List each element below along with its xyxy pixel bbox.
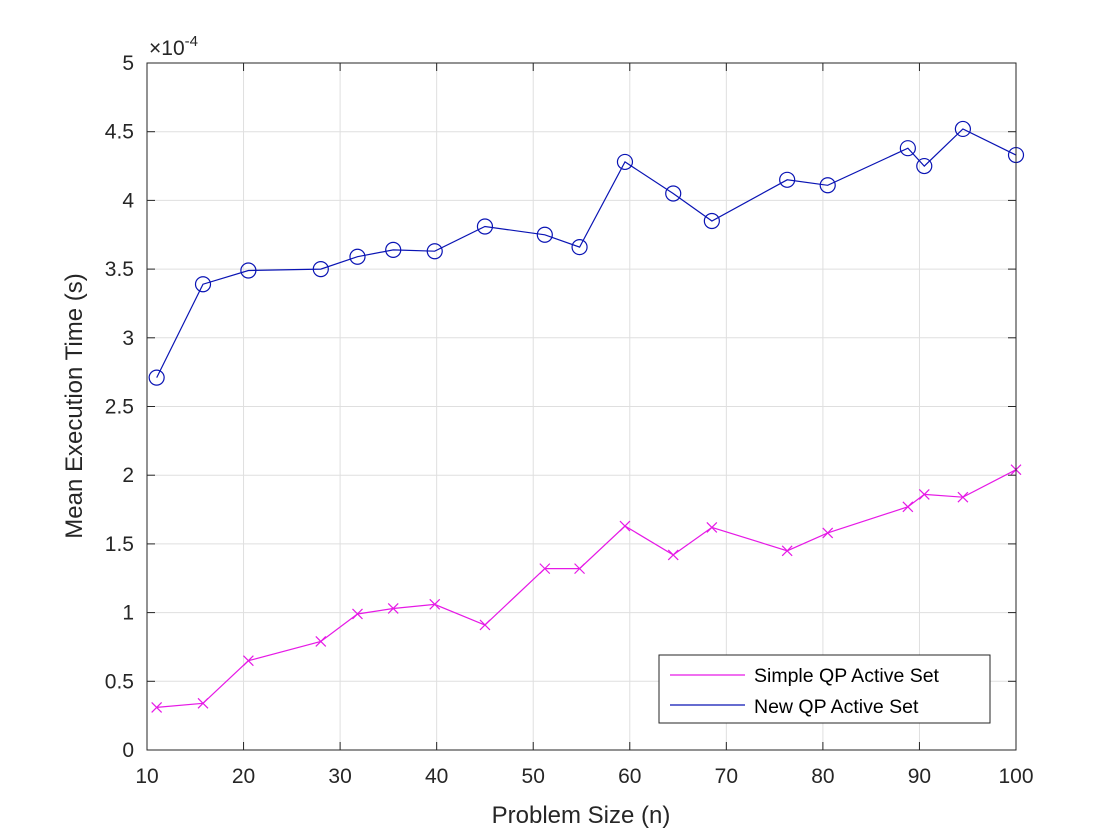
data-point-simple-qp: [429, 598, 441, 610]
x-tick-label: 10: [135, 765, 158, 788]
data-point-simple-qp: [315, 636, 327, 647]
x-tick-label: 40: [425, 765, 448, 788]
data-point-simple-qp: [352, 608, 363, 620]
x-tick-label: 30: [328, 765, 351, 788]
data-point-new-qp: [426, 243, 443, 260]
data-point-new-qp: [916, 157, 933, 175]
series-layer: [148, 120, 1025, 713]
legend-label-simple-qp: Simple QP Active Set: [754, 665, 940, 687]
data-point-new-qp: [665, 185, 682, 202]
data-point-simple-qp: [781, 545, 793, 557]
data-point-simple-qp: [479, 619, 491, 631]
data-point-new-qp: [616, 153, 634, 171]
x-tick-label: 60: [618, 765, 641, 788]
data-point-new-qp: [703, 212, 720, 230]
data-point-simple-qp: [822, 527, 834, 539]
y-tick-label: 3: [122, 327, 134, 350]
y-tick-label: 3.5: [105, 258, 134, 281]
data-point-new-qp: [536, 226, 553, 243]
x-tick-label: 80: [811, 765, 834, 788]
data-point-new-qp: [899, 140, 916, 157]
data-point-new-qp: [571, 239, 588, 256]
y-tick-label: 1: [122, 602, 134, 625]
y-tick-label: 2: [122, 464, 134, 487]
x-axis-label: Problem Size (n): [492, 802, 671, 829]
y-axis-exponent-base: ×10: [149, 37, 185, 60]
data-point-new-qp: [954, 120, 971, 138]
y-tick-label: 1.5: [105, 533, 134, 556]
data-point-new-qp: [148, 369, 165, 386]
x-tick-label: 100: [998, 765, 1033, 788]
y-axis-label: Mean Execution Time (s): [61, 273, 88, 538]
y-axis-exponent: ×10-4: [149, 33, 198, 60]
data-point-simple-qp: [667, 549, 679, 561]
y-tick-label: 0: [122, 739, 134, 762]
data-point-simple-qp: [902, 501, 914, 513]
y-tick-label: 5: [122, 52, 134, 75]
data-point-new-qp: [240, 262, 257, 279]
x-tick-label: 70: [715, 765, 738, 788]
data-point-simple-qp: [387, 603, 399, 614]
data-point-simple-qp: [574, 563, 585, 575]
y-tick-label: 4.5: [105, 121, 134, 144]
data-point-simple-qp: [706, 521, 718, 533]
x-tick-label: 20: [232, 765, 255, 788]
x-tick-label: 50: [522, 765, 545, 788]
data-point-simple-qp: [539, 563, 551, 575]
legend-box: [658, 654, 991, 724]
data-point-new-qp: [349, 248, 366, 265]
data-point-new-qp: [312, 261, 329, 278]
y-tick-label: 2.5: [105, 396, 134, 419]
y-tick-label: 4: [122, 189, 134, 212]
y-tick-labels: 0 0.5 1 1.5 2 2.5 3 3.5 4 4.5 5: [105, 52, 135, 762]
y-axis-exponent-power: -4: [185, 33, 198, 50]
data-point-simple-qp: [197, 697, 209, 709]
axis-ticks: [146, 62, 1017, 751]
series-line-new-qp: [156, 128, 1017, 378]
data-point-simple-qp: [242, 655, 254, 667]
x-tick-labels: 10 20 30 40 50 60 70 80 90 100: [135, 765, 1033, 788]
y-tick-label: 0.5: [105, 670, 134, 693]
legend: Simple QP Active Set New QP Active Set: [658, 654, 991, 724]
data-point-new-qp: [819, 177, 836, 194]
data-point-new-qp: [194, 276, 212, 293]
data-point-simple-qp: [957, 491, 969, 503]
data-point-simple-qp: [619, 520, 631, 532]
legend-label-new-qp: New QP Active Set: [754, 696, 919, 718]
data-point-new-qp: [385, 241, 402, 258]
data-point-new-qp: [779, 171, 796, 188]
x-tick-label: 90: [908, 765, 931, 788]
data-point-simple-qp: [151, 701, 163, 713]
data-point-new-qp: [476, 218, 494, 235]
data-point-simple-qp: [918, 489, 930, 500]
